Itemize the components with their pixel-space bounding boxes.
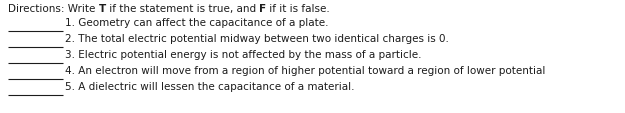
Text: T: T [99,4,106,14]
Text: Directions: Write: Directions: Write [8,4,99,14]
Text: F: F [259,4,266,14]
Text: 3. Electric potential energy is not affected by the mass of a particle.: 3. Electric potential energy is not affe… [65,50,421,59]
Text: if the statement is true, and: if the statement is true, and [106,4,259,14]
Text: if it is false.: if it is false. [266,4,330,14]
Text: 2. The total electric potential midway between two identical charges is 0.: 2. The total electric potential midway b… [65,34,449,44]
Text: 5. A dielectric will lessen the capacitance of a material.: 5. A dielectric will lessen the capacita… [65,81,354,91]
Text: 4. An electron will move from a region of higher potential toward a region of lo: 4. An electron will move from a region o… [65,65,546,75]
Text: 1. Geometry can affect the capacitance of a plate.: 1. Geometry can affect the capacitance o… [65,18,329,28]
